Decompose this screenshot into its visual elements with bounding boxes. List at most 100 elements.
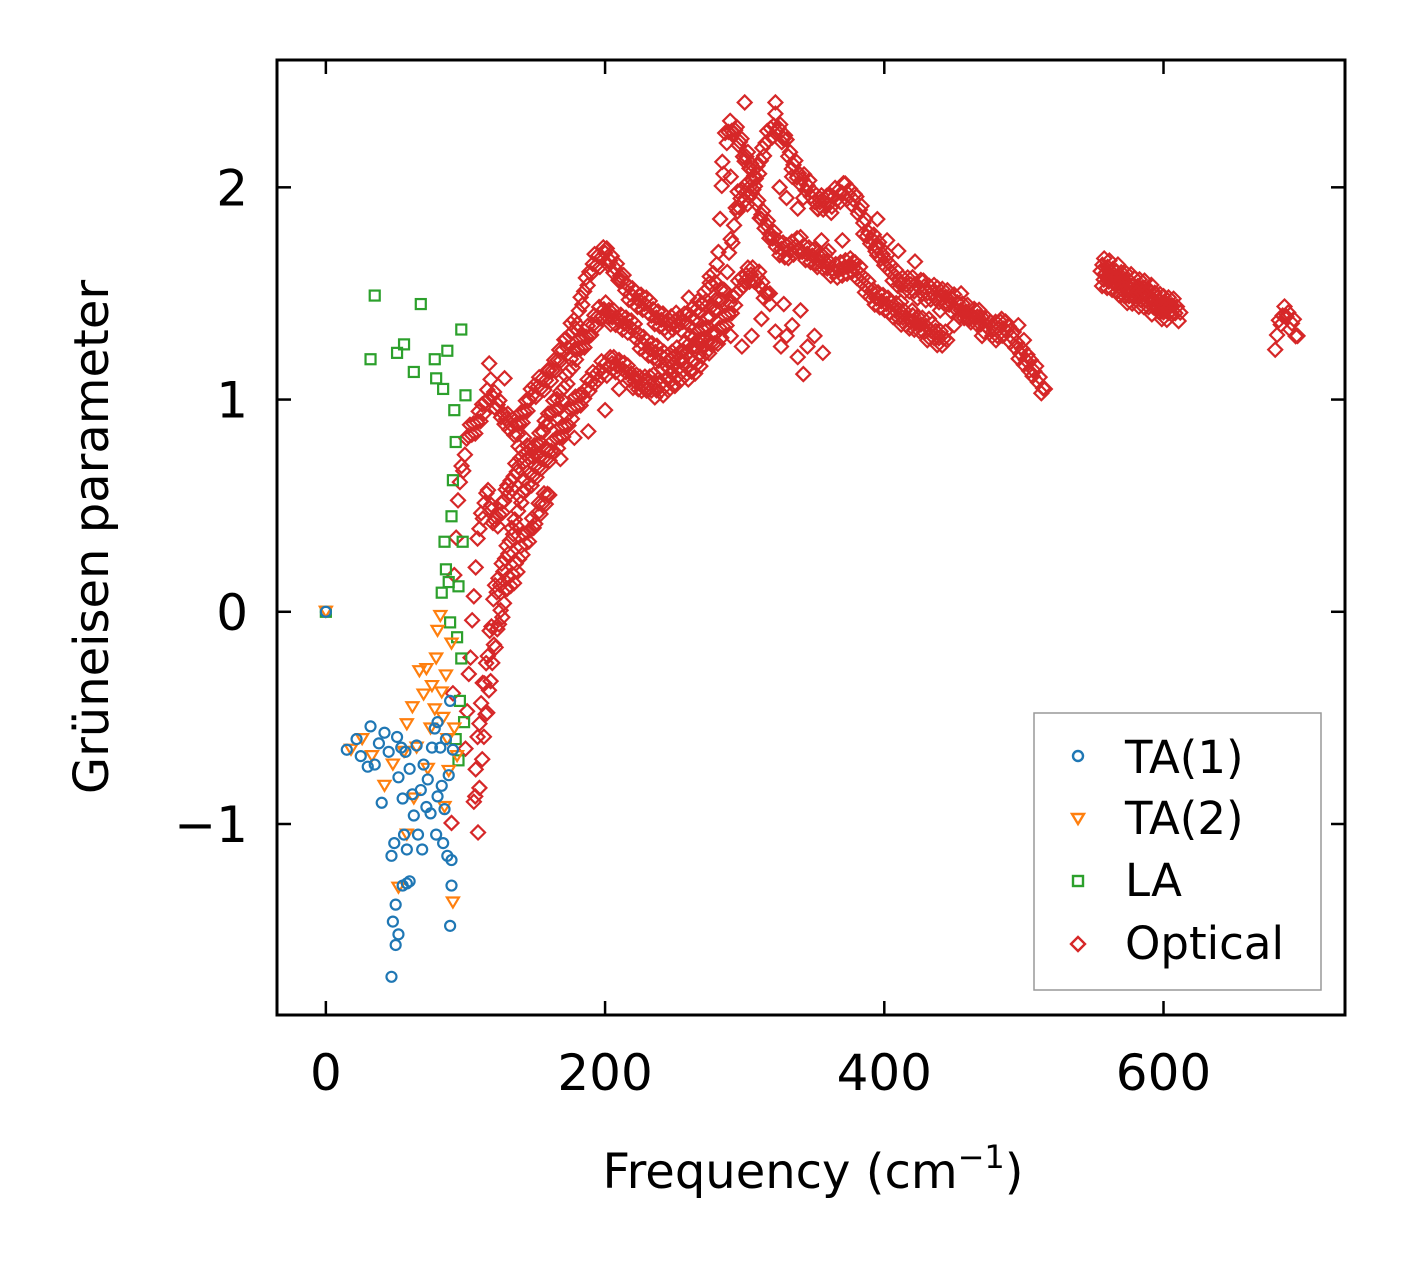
point-optical xyxy=(520,391,538,409)
point-la xyxy=(390,346,404,359)
point-optical xyxy=(1156,296,1174,315)
point-optical xyxy=(563,410,581,428)
point-ta1 xyxy=(437,836,450,850)
point-la xyxy=(456,535,469,548)
point-optical xyxy=(1266,341,1284,359)
point-optical xyxy=(587,365,605,383)
point-optical xyxy=(778,327,796,345)
point-optical xyxy=(752,210,770,228)
point-optical xyxy=(515,429,533,447)
point-ta1 xyxy=(445,879,458,892)
point-optical xyxy=(572,288,590,306)
point-optical xyxy=(480,354,498,373)
point-la xyxy=(414,297,427,311)
point-optical xyxy=(854,225,872,243)
point-optical xyxy=(574,328,592,346)
point-optical xyxy=(701,274,719,292)
point-optical xyxy=(467,760,485,778)
point-optical xyxy=(868,210,886,228)
point-ta1 xyxy=(444,694,457,708)
point-optical xyxy=(938,281,956,299)
point-optical xyxy=(510,550,528,568)
point-ta1 xyxy=(425,741,439,754)
point-optical xyxy=(611,267,629,285)
point-ta1 xyxy=(388,836,401,850)
point-optical xyxy=(518,402,537,420)
point-optical xyxy=(722,327,740,345)
point-optical xyxy=(659,381,677,399)
point-optical xyxy=(996,312,1015,331)
point-optical xyxy=(598,367,616,385)
point-optical xyxy=(537,371,555,389)
point-ta1 xyxy=(319,605,332,618)
point-optical xyxy=(510,414,528,433)
point-optical xyxy=(503,565,521,583)
point-ta1 xyxy=(390,730,404,744)
point-optical xyxy=(761,225,779,243)
point-optical xyxy=(938,331,956,349)
point-optical xyxy=(789,199,807,218)
point-optical xyxy=(575,282,593,300)
legend-item-ta1: TA(1) xyxy=(1071,731,1244,784)
point-optical xyxy=(778,131,796,149)
point-optical xyxy=(673,348,691,366)
point-optical xyxy=(565,429,583,447)
point-ta1 xyxy=(340,743,353,756)
point-optical xyxy=(746,177,764,195)
point-optical xyxy=(470,779,488,797)
point-optical xyxy=(953,295,972,313)
point-optical xyxy=(1148,288,1166,307)
point-optical xyxy=(1288,327,1307,345)
point-optical xyxy=(718,134,736,152)
point-optical xyxy=(467,558,485,576)
point-optical xyxy=(1113,272,1131,290)
point-optical xyxy=(1106,268,1125,286)
point-ta1 xyxy=(364,720,377,733)
point-optical xyxy=(591,258,609,276)
point-optical xyxy=(808,199,826,218)
point-optical xyxy=(456,740,475,758)
point-optical xyxy=(973,309,991,327)
point-optical xyxy=(643,334,661,352)
point-la xyxy=(449,435,462,449)
point-optical xyxy=(931,301,949,319)
point-optical xyxy=(719,305,737,323)
point-optical xyxy=(771,115,789,134)
legend-label-ta1: TA(1) xyxy=(1124,731,1244,784)
point-la xyxy=(407,365,420,379)
point-ta1 xyxy=(431,790,444,803)
point-optical xyxy=(641,292,659,310)
point-ta1 xyxy=(361,760,374,773)
axis-ticks: 0 200 400 600 −1 0 1 2 xyxy=(174,60,1345,1102)
point-optical xyxy=(738,195,757,213)
point-optical xyxy=(819,242,838,260)
point-optical xyxy=(761,295,779,313)
point-ta1 xyxy=(411,828,425,841)
point-la xyxy=(450,631,464,644)
point-optical xyxy=(493,608,511,626)
point-optical xyxy=(454,462,472,480)
point-optical xyxy=(909,308,927,326)
point-ta2 xyxy=(418,662,435,677)
point-optical xyxy=(489,517,507,535)
point-optical xyxy=(970,301,988,319)
point-optical xyxy=(716,282,735,300)
point-optical xyxy=(469,823,487,842)
point-ta2 xyxy=(354,733,371,747)
point-optical xyxy=(939,291,958,309)
point-optical xyxy=(784,246,803,264)
point-ta1 xyxy=(446,743,460,756)
point-optical xyxy=(543,403,561,421)
point-optical xyxy=(694,295,712,313)
point-optical xyxy=(619,357,637,375)
point-ta1 xyxy=(430,828,443,841)
point-ta1 xyxy=(435,779,448,792)
point-ta1 xyxy=(399,745,412,758)
point-optical xyxy=(482,672,500,690)
point-optical xyxy=(709,335,727,353)
point-optical xyxy=(570,302,588,320)
legend-marker-ta2 xyxy=(1069,812,1087,827)
point-optical xyxy=(551,428,569,447)
point-la xyxy=(459,389,472,402)
point-optical xyxy=(869,283,887,301)
